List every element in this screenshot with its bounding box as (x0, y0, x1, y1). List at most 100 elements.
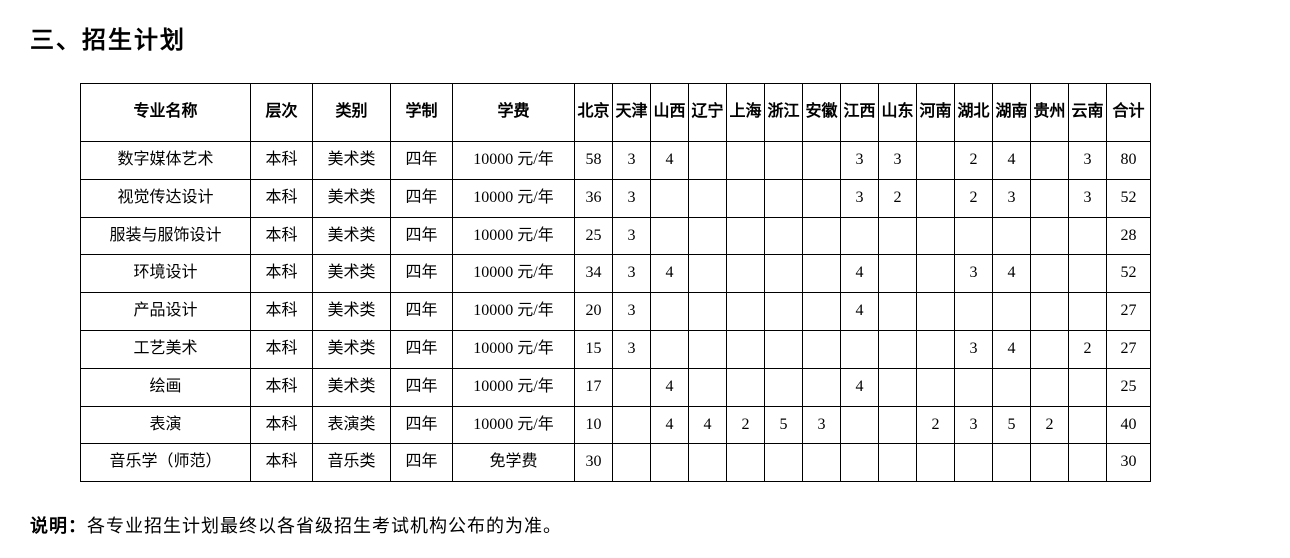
cell-total: 52 (1107, 255, 1151, 293)
cell-fee: 10000 元/年 (453, 142, 575, 180)
cell-province: 5 (765, 406, 803, 444)
cell-major: 产品设计 (81, 293, 251, 331)
cell-fee: 免学费 (453, 444, 575, 482)
cell-province (689, 444, 727, 482)
cell-total: 25 (1107, 368, 1151, 406)
cell-province (955, 444, 993, 482)
header-duration: 学制 (391, 84, 453, 142)
cell-fee: 10000 元/年 (453, 217, 575, 255)
cell-province: 2 (1031, 406, 1069, 444)
cell-province (765, 217, 803, 255)
cell-province (651, 217, 689, 255)
cell-level: 本科 (251, 179, 313, 217)
cell-province (1069, 217, 1107, 255)
header-province: 天津 (613, 84, 651, 142)
cell-province: 3 (803, 406, 841, 444)
header-province: 湖南 (993, 84, 1031, 142)
cell-level: 本科 (251, 330, 313, 368)
cell-province: 36 (575, 179, 613, 217)
cell-province (1069, 293, 1107, 331)
cell-province: 4 (841, 293, 879, 331)
cell-province (613, 368, 651, 406)
cell-province (765, 330, 803, 368)
cell-province: 3 (613, 330, 651, 368)
cell-province (727, 255, 765, 293)
cell-province (1031, 330, 1069, 368)
cell-province (879, 368, 917, 406)
cell-province: 4 (841, 368, 879, 406)
cell-province (689, 368, 727, 406)
cell-province (1031, 444, 1069, 482)
cell-province (1031, 368, 1069, 406)
cell-province (689, 330, 727, 368)
cell-province (1031, 217, 1069, 255)
cell-level: 本科 (251, 444, 313, 482)
cell-major: 表演 (81, 406, 251, 444)
cell-province: 2 (917, 406, 955, 444)
cell-duration: 四年 (391, 179, 453, 217)
table-row: 视觉传达设计本科美术类四年10000 元/年3633223352 (81, 179, 1151, 217)
header-province: 安徽 (803, 84, 841, 142)
cell-province (613, 406, 651, 444)
cell-province (727, 444, 765, 482)
cell-province (651, 179, 689, 217)
cell-province (689, 179, 727, 217)
cell-province: 3 (841, 142, 879, 180)
cell-major: 数字媒体艺术 (81, 142, 251, 180)
cell-province (917, 255, 955, 293)
cell-province: 4 (651, 368, 689, 406)
cell-province (651, 330, 689, 368)
header-province: 浙江 (765, 84, 803, 142)
cell-province: 3 (955, 255, 993, 293)
cell-level: 本科 (251, 217, 313, 255)
cell-province (1069, 255, 1107, 293)
cell-category: 音乐类 (313, 444, 391, 482)
cell-province: 3 (613, 255, 651, 293)
table-row: 数字媒体艺术本科美术类四年10000 元/年58343324380 (81, 142, 1151, 180)
header-province: 贵州 (1031, 84, 1069, 142)
cell-category: 美术类 (313, 293, 391, 331)
cell-province (841, 217, 879, 255)
cell-fee: 10000 元/年 (453, 406, 575, 444)
table-row: 工艺美术本科美术类四年10000 元/年15334227 (81, 330, 1151, 368)
cell-major: 音乐学（师范） (81, 444, 251, 482)
cell-province: 2 (727, 406, 765, 444)
cell-province (803, 217, 841, 255)
cell-province (879, 217, 917, 255)
header-province: 湖北 (955, 84, 993, 142)
cell-province (1031, 142, 1069, 180)
cell-level: 本科 (251, 293, 313, 331)
cell-level: 本科 (251, 368, 313, 406)
header-total: 合计 (1107, 84, 1151, 142)
cell-province (689, 142, 727, 180)
cell-province (917, 330, 955, 368)
note-text: 各专业招生计划最终以各省级招生考试机构公布的为准。 (87, 516, 562, 536)
cell-total: 28 (1107, 217, 1151, 255)
cell-duration: 四年 (391, 255, 453, 293)
cell-province (803, 444, 841, 482)
cell-duration: 四年 (391, 217, 453, 255)
cell-province: 3 (879, 142, 917, 180)
cell-duration: 四年 (391, 406, 453, 444)
cell-province (993, 368, 1031, 406)
cell-province (651, 293, 689, 331)
cell-province (879, 255, 917, 293)
cell-province (803, 179, 841, 217)
header-major: 专业名称 (81, 84, 251, 142)
cell-major: 服装与服饰设计 (81, 217, 251, 255)
cell-province: 58 (575, 142, 613, 180)
section-title: 三、招生计划 (30, 20, 1260, 55)
cell-province (917, 368, 955, 406)
header-province: 辽宁 (689, 84, 727, 142)
cell-province: 30 (575, 444, 613, 482)
table-row: 服装与服饰设计本科美术类四年10000 元/年25328 (81, 217, 1151, 255)
cell-province: 3 (613, 142, 651, 180)
header-level: 层次 (251, 84, 313, 142)
cell-province (803, 293, 841, 331)
cell-province: 4 (651, 142, 689, 180)
cell-province: 4 (689, 406, 727, 444)
cell-province (765, 368, 803, 406)
cell-province (917, 217, 955, 255)
table-header-row: 专业名称 层次 类别 学制 学费 北京 天津 山西 辽宁 上海 浙江 安徽 江西… (81, 84, 1151, 142)
cell-major: 绘画 (81, 368, 251, 406)
